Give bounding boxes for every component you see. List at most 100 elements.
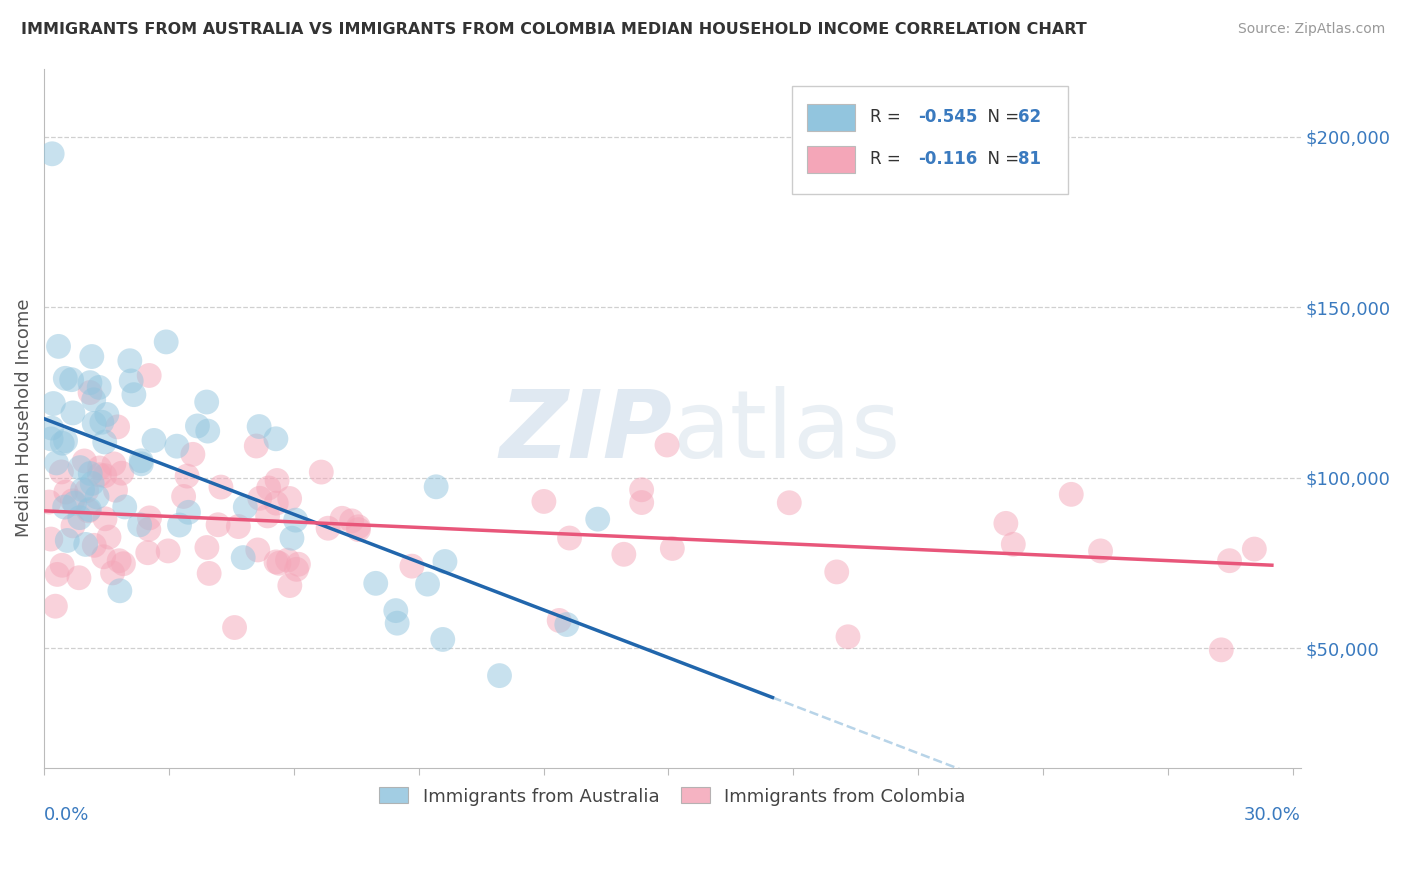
Point [114,500,136,514]
Text: N =: N = [977,109,1024,127]
Point [51,558,73,573]
Point [264,555,287,569]
Point [157,544,180,558]
Point [825,565,848,579]
Point [433,554,456,568]
Point [55,434,77,448]
Point [186,419,208,434]
Point [118,353,141,368]
Point [655,438,678,452]
Point [51,465,73,479]
Point [112,557,135,571]
Point [316,521,339,535]
Point [39,432,62,446]
Point [94,512,117,526]
Point [48,339,70,353]
Point [555,617,578,632]
Point [55,485,77,500]
Point [198,566,221,581]
Point [207,517,229,532]
Text: N =: N = [977,151,1024,169]
Point [107,420,129,434]
Point [94,468,117,483]
Point [41,421,63,435]
Point [1211,643,1233,657]
Point [90,415,112,429]
Point [181,447,204,461]
Point [45,456,67,470]
Text: -0.545: -0.545 [918,109,977,127]
Point [228,519,250,533]
Point [101,566,124,580]
Point [837,630,859,644]
Point [401,559,423,574]
FancyBboxPatch shape [807,104,855,131]
Point [41,146,63,161]
Text: -0.116: -0.116 [918,151,977,169]
Point [44,599,66,614]
Point [284,513,307,527]
Point [264,432,287,446]
Point [266,474,288,488]
Point [613,547,636,561]
Point [82,476,104,491]
Point [416,577,439,591]
FancyBboxPatch shape [807,146,855,173]
Point [488,668,510,682]
Point [93,435,115,450]
Point [278,578,301,592]
Point [96,408,118,422]
Text: IMMIGRANTS FROM AUSTRALIA VS IMMIGRANTS FROM COLOMBIA MEDIAN HOUSEHOLD INCOME CO: IMMIGRANTS FROM AUSTRALIA VS IMMIGRANTS … [21,22,1087,37]
Point [67,571,90,585]
Point [245,439,267,453]
Point [197,424,219,438]
Point [432,632,454,647]
Text: 81: 81 [1018,151,1042,169]
Point [63,496,86,510]
Legend: Immigrants from Australia, Immigrants from Colombia: Immigrants from Australia, Immigrants fr… [370,779,974,814]
Point [425,480,447,494]
Point [83,392,105,407]
Point [630,495,652,509]
Text: Source: ZipAtlas.com: Source: ZipAtlas.com [1237,22,1385,37]
Point [548,614,571,628]
Point [364,576,387,591]
Text: 30.0%: 30.0% [1244,806,1301,824]
Point [311,465,333,479]
Point [38,495,60,509]
Point [60,373,83,387]
Point [111,466,134,480]
Point [276,553,298,567]
Text: ZIP: ZIP [499,386,672,478]
Point [62,519,84,533]
Point [79,385,101,400]
FancyBboxPatch shape [792,86,1069,194]
Point [136,546,159,560]
Point [79,502,101,516]
Point [76,483,98,498]
Point [232,550,254,565]
Point [79,467,101,481]
Point [108,554,131,568]
Point [83,538,105,552]
Point [558,531,581,545]
Point [340,514,363,528]
Point [86,490,108,504]
Point [129,454,152,468]
Point [195,541,218,555]
Point [347,520,370,534]
Point [385,616,408,631]
Text: 62: 62 [1018,109,1042,127]
Point [69,460,91,475]
Point [278,491,301,506]
Point [281,531,304,545]
Point [83,417,105,431]
Point [93,549,115,564]
Text: 0.0%: 0.0% [44,806,90,824]
Point [51,436,73,450]
Point [89,461,111,475]
Point [267,556,290,570]
Point [39,532,62,546]
Point [62,493,84,508]
Point [249,491,271,506]
